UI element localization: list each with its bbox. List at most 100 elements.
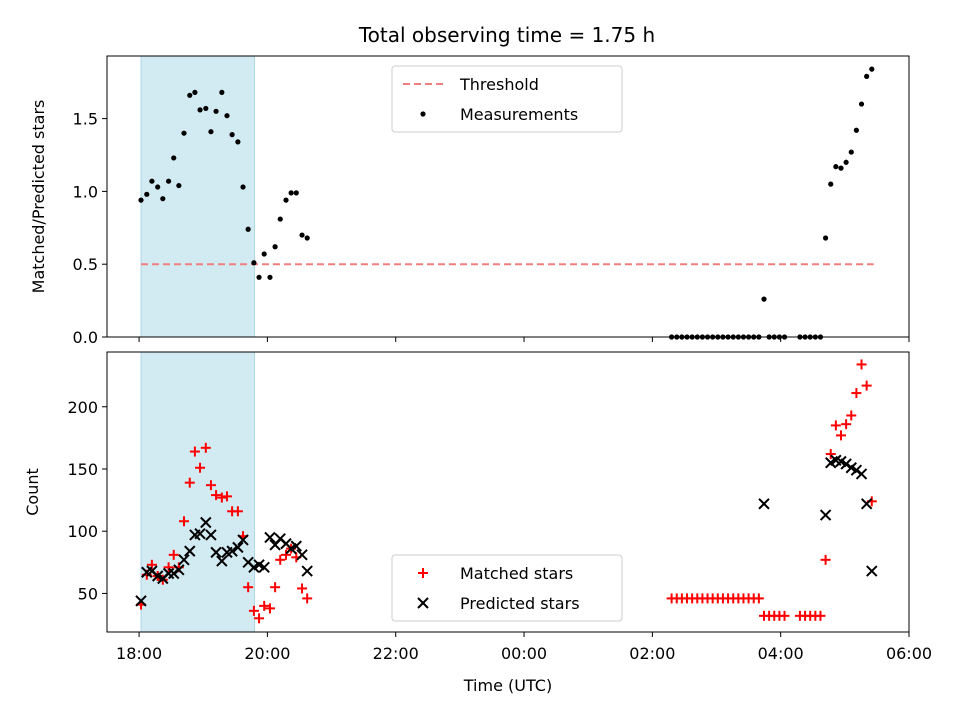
bottom-legend: Matched stars Predicted stars [391,554,623,622]
measurement-point [197,107,203,113]
measurement-point [283,197,289,203]
predicted-star-marker [417,597,429,609]
measurement-point [869,66,875,72]
matched-star-marker [846,410,857,421]
measurement-point [203,105,209,112]
predicted-star-marker [860,498,873,510]
measurement-point [272,244,278,250]
matched-star-marker [270,582,281,593]
matched-star-marker [275,554,286,565]
matched-star-marker [216,492,227,503]
legend-threshold-label: Threshold [459,75,539,94]
measurement-point [187,92,193,98]
matched-star-marker [184,477,195,488]
bottom-y-axis-label: Count [23,468,42,516]
predicted-star-marker [178,554,190,566]
measurement-point [822,235,829,241]
measurement-point [299,232,305,238]
x-tick-label: 02:00 [629,644,675,663]
bottom-y-tick-label: 150 [67,460,98,479]
legend-box [391,554,623,622]
measurement-point [256,274,262,280]
top-y-tick-label: 1.5 [73,110,98,129]
measurement-point [192,89,198,95]
predicted-star-marker [173,564,185,576]
matched-star-marker [178,516,189,527]
measurement-point [251,260,257,266]
predicted-star-marker [290,540,302,552]
predicted-star-marker [184,545,196,557]
matched-star-marker [211,490,222,501]
matched-star-marker [205,480,216,491]
measurement-point [144,191,150,197]
measurement-point [176,182,182,189]
matched-star-marker [851,388,862,399]
predicted-star-marker [135,595,147,607]
matched-star-marker [243,582,254,593]
measurement-point [761,296,767,302]
matched-star-marker [254,613,265,624]
measurement-point [155,184,161,190]
top-y-tick-label: 1.0 [73,182,98,201]
bottom-y-tick-label: 100 [67,522,98,541]
measurement-point [240,184,246,190]
measurement-point [219,89,225,95]
measurement-point [138,197,144,203]
bottom-axes-frame [106,351,910,633]
top-legend: Threshold Measurements [391,65,623,133]
predicted-star-marker [237,534,249,546]
measurement-point [213,108,219,114]
measurement-point [208,129,214,135]
matched-star-marker [200,442,211,453]
measurement-point [304,235,310,241]
legend-measurements-label: Measurements [460,105,578,124]
measurement-point [848,149,854,155]
measurement-point [181,130,187,136]
predicted-star-marker [258,561,270,573]
measurement-point [833,164,839,170]
measurement-point [224,113,230,119]
predicted-star-marker [819,509,832,521]
bottom-shaded-region [140,351,256,633]
figure-title: Total observing time = 1.75 h [358,23,655,47]
top-y-tick-label: 0.0 [73,328,98,347]
matched-star-marker [297,583,308,594]
measurement-point [165,178,172,184]
matched-star-marker [418,568,428,578]
matched-star-marker [195,462,206,473]
predicted-star-marker [205,529,217,541]
measurement-point [261,251,267,257]
bottom-y-tick-label: 50 [78,584,98,603]
measurement-point [171,155,177,161]
matched-star-marker [281,549,292,560]
matched-star-marker [302,593,313,604]
measurement-point [277,216,283,222]
measurement-point [864,73,870,79]
matched-star-marker [820,554,831,565]
predicted-star-marker [194,527,206,540]
measurement-point [838,165,844,171]
matched-star-marker [189,446,200,457]
measurement-point [235,139,241,145]
predicted-star-marker [296,549,308,561]
x-tick-label: 00:00 [501,644,547,663]
predicted-star-marker [210,546,222,559]
top-axes-frame [106,55,910,338]
predicted-star-marker [264,531,276,544]
legend-predicted-label: Predicted stars [460,594,580,613]
measurement-point [828,181,834,187]
measurement-point [160,196,166,202]
measurement-point [149,178,155,184]
matched-star-marker [825,449,836,460]
measurement-point [858,101,865,107]
measurement-point [843,159,849,165]
matched-star-marker [779,610,790,621]
predicted-star-marker [200,516,212,529]
x-tick-label: 04:00 [758,644,804,663]
bottom-y-tick-label: 200 [67,398,98,417]
matched-star-marker [841,419,852,430]
top-y-tick-label: 0.5 [73,255,98,274]
measurement-point [267,274,273,280]
legend-measurements-swatch [420,111,426,117]
predicted-star-marker [162,567,175,580]
